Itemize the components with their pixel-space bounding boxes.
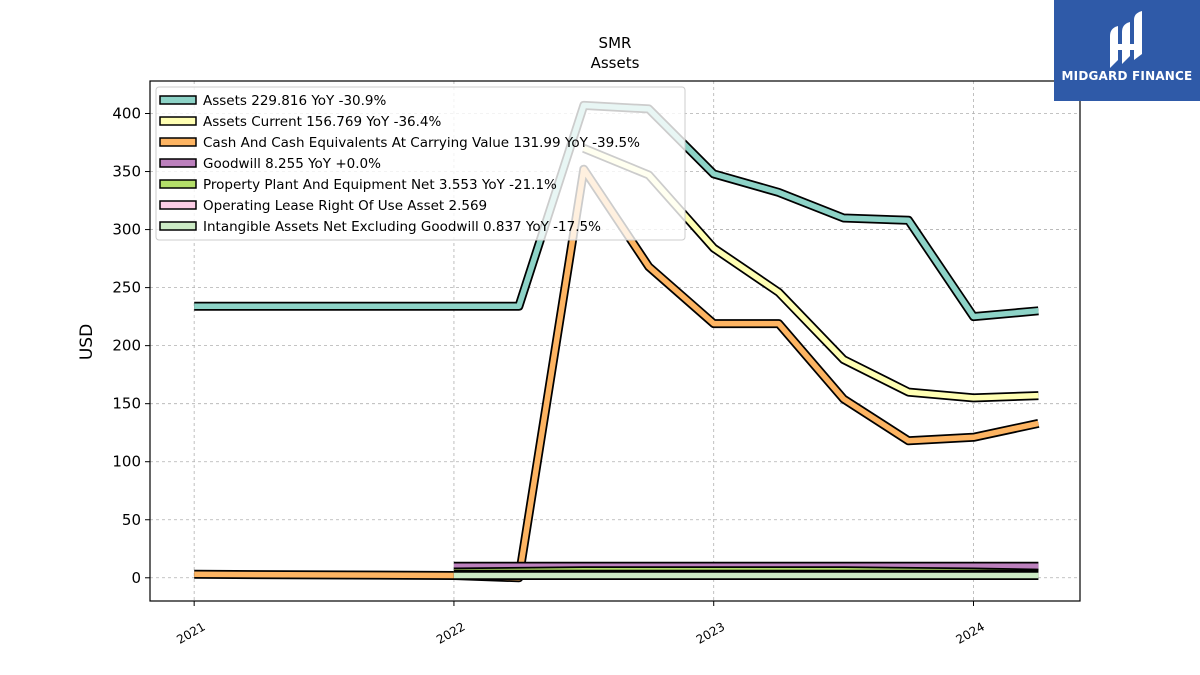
series-stroke	[194, 102, 1039, 320]
legend-swatch	[159, 116, 197, 126]
y-tick-label: 250	[112, 279, 141, 297]
legend-swatch	[159, 221, 197, 231]
chart-title: SMR	[599, 34, 632, 52]
y-tick-label: 350	[112, 163, 141, 181]
y-tick-label: 50	[122, 511, 141, 529]
legend-box	[155, 86, 686, 241]
y-tick-label: 300	[112, 221, 141, 239]
legend: Assets 229.816 YoY -30.9% Assets Current …	[155, 86, 686, 241]
series-layer	[194, 100, 1040, 583]
brand-name: MIDGARD FINANCE	[1061, 69, 1193, 83]
x-tick-label: 2024	[954, 619, 987, 646]
y-tick-label: 200	[112, 337, 141, 355]
legend-entry: Cash And Cash Equivalents At Carrying Va…	[203, 135, 640, 151]
legend-entry: Goodwill 8.255 YoY +0.0%	[203, 156, 381, 172]
midgard-logo-icon	[1110, 11, 1142, 68]
y-axis-label: USD	[77, 324, 97, 360]
legend-swatch	[159, 137, 197, 147]
legend-entry: Property Plant And Equipment Net 3.553 Y…	[203, 177, 557, 193]
legend-swatch	[159, 200, 197, 210]
y-tick-label: 150	[112, 395, 141, 413]
x-tick-label: 2022	[434, 619, 467, 646]
legend-swatch	[159, 95, 197, 105]
legend-entry: Intangible Assets Net Excluding Goodwill…	[203, 219, 601, 235]
brand-logo: MIDGARD FINANCE	[1054, 0, 1200, 101]
legend-entry: Assets Current 156.769 YoY -36.4%	[203, 114, 442, 130]
y-tick-label: 0	[131, 569, 141, 587]
y-tick-label: 100	[112, 453, 141, 471]
legend-entry: Operating Lease Right Of Use Asset 2.569	[203, 198, 487, 214]
series-line	[194, 100, 1039, 322]
x-tick-label: 2023	[694, 619, 727, 646]
y-tick-label: 400	[112, 105, 141, 123]
legend-swatch	[159, 179, 197, 189]
x-tick-label: 2021	[174, 619, 207, 646]
chart-subtitle: Assets	[591, 54, 640, 72]
legend-entry: Assets 229.816 YoY -30.9%	[203, 93, 387, 109]
legend-swatch	[159, 158, 197, 168]
axes-frame	[149, 80, 1081, 602]
